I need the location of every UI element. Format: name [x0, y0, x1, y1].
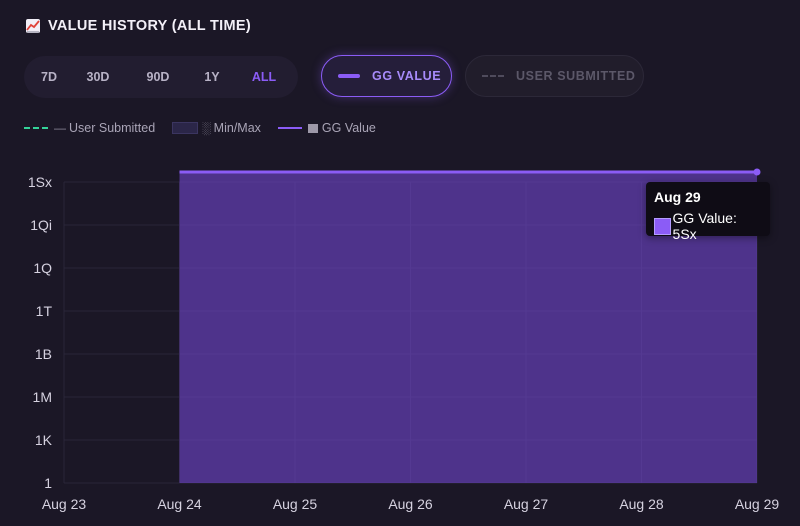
- square-icon: [307, 123, 318, 133]
- legend-item-minmax[interactable]: ░ Min/Max: [172, 121, 261, 135]
- solid-line-icon: [277, 127, 302, 129]
- legend-user-submitted-glyph: —: [54, 121, 66, 135]
- chart-increasing-icon: [26, 19, 40, 33]
- gg-value-area: [179, 171, 757, 483]
- range-all-button[interactable]: ALL: [251, 70, 277, 84]
- range-7d-button[interactable]: 7D: [41, 70, 57, 84]
- x-tick-label: Aug 29: [735, 496, 780, 512]
- dashed-line-icon: [482, 75, 504, 77]
- x-tick-label: Aug 27: [504, 496, 549, 512]
- gg-value-point: [753, 168, 761, 176]
- y-tick-label: 1K: [35, 432, 53, 448]
- range-1y-button[interactable]: 1Y: [204, 70, 220, 84]
- time-range-selector: 7D 30D 90D 1Y ALL: [24, 56, 298, 98]
- chart-tooltip: Aug 29 GG Value: 5Sx: [646, 182, 770, 242]
- legend-minmax-glyph: ░: [202, 121, 211, 135]
- y-tick-label: 1M: [33, 389, 52, 405]
- x-tick-label: Aug 26: [388, 496, 433, 512]
- gg-value-line-icon: [338, 74, 360, 78]
- tooltip-swatch-icon: [654, 217, 671, 235]
- legend-gg-value-label: GG Value: [321, 121, 376, 135]
- minmax-swatch-icon: [172, 122, 199, 134]
- chart-title: VALUE HISTORY (ALL TIME): [48, 18, 251, 34]
- y-tick-label: 1B: [35, 346, 52, 362]
- y-tick-label: 1: [44, 475, 52, 491]
- x-tick-label: Aug 24: [157, 496, 202, 512]
- legend-minmax-label: Min/Max: [213, 121, 261, 135]
- gg-value-toggle-label: GG VALUE: [372, 69, 442, 83]
- chart-header: VALUE HISTORY (ALL TIME): [26, 18, 251, 34]
- legend-item-gg-value[interactable]: GG Value: [277, 121, 376, 135]
- chart-legend: — User Submitted ░ Min/Max GG Value: [24, 121, 393, 135]
- y-tick-label: 1T: [36, 303, 53, 319]
- y-tick-label: 1Qi: [30, 217, 52, 233]
- y-tick-label: 1Q: [33, 260, 52, 276]
- tooltip-date: Aug 29: [654, 189, 701, 205]
- range-90d-button[interactable]: 90D: [146, 70, 170, 84]
- legend-user-submitted-label: User Submitted: [69, 121, 156, 135]
- tooltip-value: GG Value: 5Sx: [672, 210, 737, 242]
- legend-item-user-submitted[interactable]: — User Submitted: [24, 121, 155, 135]
- gg-value-toggle[interactable]: GG VALUE: [321, 55, 452, 97]
- dashed-line-icon: [24, 127, 48, 129]
- y-tick-label: 1Sx: [28, 174, 52, 190]
- user-submitted-toggle[interactable]: USER SUBMITTED: [465, 55, 644, 97]
- x-tick-label: Aug 23: [42, 496, 87, 512]
- x-tick-label: Aug 25: [273, 496, 318, 512]
- range-30d-button[interactable]: 30D: [86, 70, 110, 84]
- user-submitted-toggle-label: USER SUBMITTED: [516, 69, 636, 83]
- x-tick-label: Aug 28: [619, 496, 664, 512]
